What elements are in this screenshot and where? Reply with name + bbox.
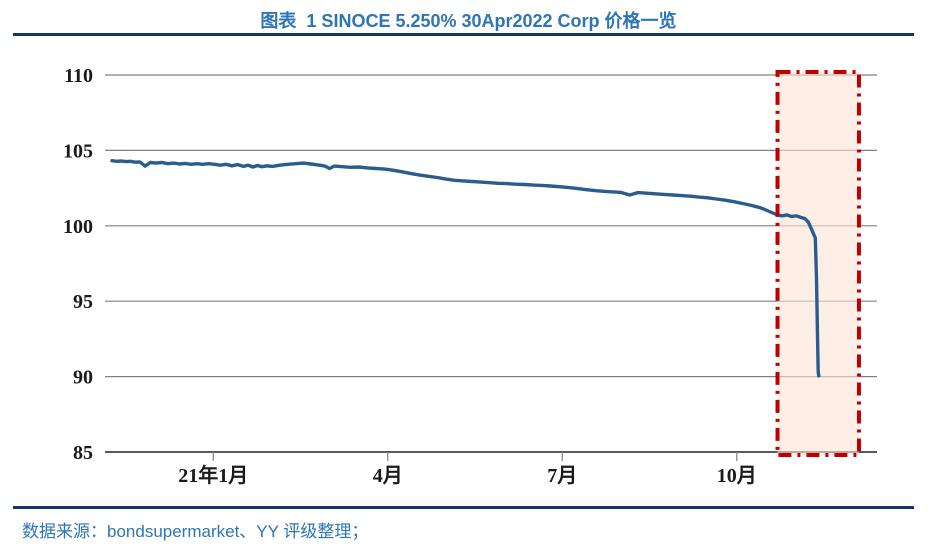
- figure-title: 图表 1 SINOCE 5.250% 30Apr2022 Corp 价格一览: [260, 11, 677, 31]
- x-tick-label: 21年1月: [178, 463, 248, 487]
- x-tick-label: 7月: [547, 465, 577, 487]
- y-tick-label: 95: [73, 291, 93, 313]
- highlight-region-border: [775, 70, 861, 457]
- source-rule: [13, 506, 914, 509]
- source-note: 数据来源：bondsupermarket、YY 评级整理；: [22, 522, 369, 541]
- x-tick-label: 10月: [717, 465, 757, 487]
- y-tick-label: 105: [63, 140, 93, 162]
- y-tick-label: 85: [73, 442, 93, 464]
- title-rule: [13, 33, 914, 36]
- y-tick-label: 100: [63, 216, 93, 238]
- x-tick-label: 4月: [373, 465, 403, 487]
- price-line: [110, 158, 821, 378]
- y-tick-label: 110: [64, 65, 93, 87]
- y-tick-label: 90: [73, 367, 93, 389]
- highlight-region-fill: [777, 72, 859, 455]
